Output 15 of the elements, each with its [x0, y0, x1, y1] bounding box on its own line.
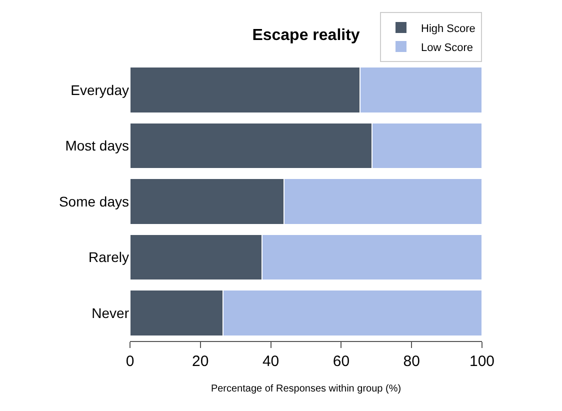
y-tick-label: Most days — [65, 138, 129, 154]
x-tick-label: 0 — [126, 353, 134, 370]
x-tick-label: 20 — [192, 353, 209, 370]
x-tick-label: 80 — [403, 353, 420, 370]
x-tick-label: 60 — [332, 353, 350, 370]
y-tick-label: Rarely — [88, 249, 129, 266]
x-tick-label: 40 — [262, 353, 280, 370]
legend-label: Low Score — [421, 42, 473, 54]
legend-label: High Score — [421, 22, 476, 35]
chart-title: Escape reality — [252, 26, 360, 44]
y-tick-label: Never — [92, 305, 130, 321]
y-tick-label: Everyday — [70, 82, 129, 98]
x-tick-label: 100 — [469, 353, 495, 370]
y-tick-label: Some days — [58, 193, 129, 210]
x-axis-title: Percentage of Responses within group (%) — [210, 384, 402, 394]
